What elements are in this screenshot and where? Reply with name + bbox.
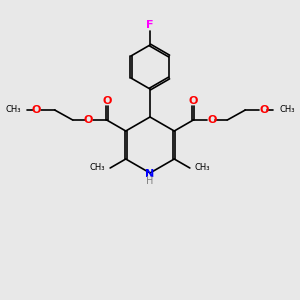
Text: CH₃: CH₃ <box>195 164 210 172</box>
Text: F: F <box>146 20 154 30</box>
Text: CH₃: CH₃ <box>5 106 21 115</box>
Text: O: O <box>189 96 198 106</box>
Text: N: N <box>146 169 154 179</box>
Text: O: O <box>260 105 269 115</box>
Text: CH₃: CH₃ <box>279 106 295 115</box>
Text: O: O <box>83 115 92 125</box>
Text: H: H <box>146 176 154 186</box>
Text: O: O <box>208 115 217 125</box>
Text: CH₃: CH₃ <box>90 164 105 172</box>
Text: O: O <box>102 96 111 106</box>
Text: O: O <box>31 105 40 115</box>
